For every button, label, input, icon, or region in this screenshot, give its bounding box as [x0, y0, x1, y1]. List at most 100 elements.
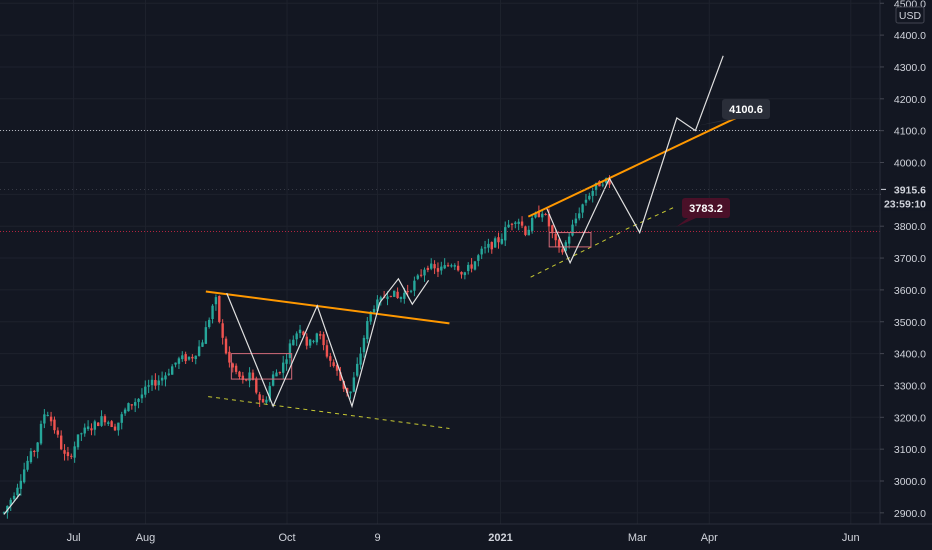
- candle-body: [416, 275, 419, 279]
- candle-body: [26, 460, 29, 470]
- candle-body: [487, 243, 490, 248]
- y-tick-label: 3800.0: [894, 221, 926, 233]
- candle-body: [184, 354, 187, 362]
- candle-body: [493, 238, 497, 248]
- candle-body: [251, 372, 255, 380]
- candle-body: [376, 299, 379, 311]
- candle-body: [271, 374, 275, 386]
- candle-body: [477, 255, 480, 261]
- candle-body: [171, 366, 174, 375]
- currency-badge-box: [895, 6, 925, 24]
- candle-body: [59, 435, 63, 450]
- candle-body: [298, 329, 302, 334]
- candle-body: [366, 321, 369, 340]
- candle-body: [12, 495, 16, 500]
- x-tick-label: Oct: [278, 532, 295, 544]
- zigzag-projection: [3, 493, 21, 515]
- zigzag-projection: [226, 277, 430, 409]
- candle-body: [53, 419, 56, 431]
- candle-body: [608, 178, 611, 185]
- candle-body: [349, 391, 352, 394]
- y-tick-label: 2900.0: [894, 508, 926, 520]
- candle-body: [80, 433, 83, 435]
- candle-body: [359, 353, 362, 365]
- candle-body: [450, 265, 453, 267]
- countdown-timer: 23:59:10: [884, 198, 926, 210]
- candle-body: [147, 385, 150, 387]
- candle-body: [319, 334, 322, 336]
- candle-body: [362, 337, 366, 353]
- candle-body: [594, 182, 598, 191]
- candle-body: [154, 380, 157, 386]
- candle-body: [49, 416, 53, 422]
- y-tick-label: 4200.0: [894, 94, 926, 106]
- last-price-value: 3915.6: [894, 184, 926, 196]
- last-price-marker: 3915.6 23:59:10: [0, 181, 932, 211]
- candle-body: [352, 377, 356, 392]
- candle-body: [514, 222, 517, 224]
- candle-body: [56, 430, 60, 435]
- candle-body: [507, 224, 510, 228]
- x-tick-label: Mar: [628, 532, 647, 544]
- candle-body: [453, 265, 456, 267]
- candle-body: [497, 237, 500, 243]
- candle-body: [19, 480, 23, 489]
- x-tick-label: Jul: [67, 532, 81, 544]
- dashed-support-line: [625, 206, 675, 230]
- candle-body: [36, 442, 39, 452]
- candle-body: [463, 272, 467, 276]
- currency-badge[interactable]: USD: [895, 6, 925, 24]
- candle-body: [389, 295, 393, 297]
- candle-body: [117, 422, 120, 431]
- candle-body: [211, 305, 214, 320]
- candle-body: [204, 327, 208, 344]
- candle-body: [356, 363, 359, 376]
- candle-body: [520, 221, 524, 226]
- candle-body: [295, 333, 298, 340]
- grid-lines: [0, 0, 880, 524]
- candle-body: [541, 213, 544, 218]
- candle-body: [517, 221, 520, 224]
- candle-body: [103, 416, 107, 423]
- candle-body: [261, 398, 265, 403]
- candle-body: [73, 446, 76, 458]
- candle-body: [218, 295, 221, 322]
- candle-body: [574, 218, 578, 224]
- candle-body: [33, 451, 36, 453]
- candle-body: [9, 499, 12, 506]
- candle-body: [436, 268, 440, 272]
- drawings: [3, 55, 740, 515]
- candle-body: [70, 455, 73, 457]
- callout-box: [682, 198, 730, 218]
- candle-body: [581, 204, 584, 213]
- candle-body: [275, 372, 278, 377]
- candle-body: [372, 308, 376, 313]
- candle-body: [446, 265, 450, 267]
- candle-body: [551, 225, 554, 234]
- candle-body: [181, 355, 184, 360]
- candle-body: [510, 223, 514, 225]
- candle-body: [419, 274, 423, 276]
- candle-body: [443, 265, 446, 269]
- candle-body: [322, 334, 325, 346]
- candle-body: [265, 399, 268, 403]
- candle-body: [433, 264, 436, 269]
- price-axis[interactable]: [880, 0, 932, 524]
- y-tick-label: 3600.0: [894, 285, 926, 297]
- candle-body: [16, 487, 19, 496]
- candle-body: [325, 345, 329, 357]
- candle-body: [527, 229, 530, 236]
- candle-body: [369, 311, 372, 322]
- candle-body: [278, 372, 282, 374]
- candle-body: [167, 373, 171, 375]
- candle-body: [208, 319, 211, 328]
- candle-body: [248, 372, 251, 381]
- y-tick-label: 3200.0: [894, 412, 926, 424]
- y-tick-label: 3000.0: [894, 476, 926, 488]
- candle-body: [312, 340, 315, 342]
- candle-body: [86, 426, 90, 430]
- time-axis[interactable]: [0, 524, 932, 550]
- candle-body: [500, 238, 504, 244]
- candle-body: [379, 297, 382, 301]
